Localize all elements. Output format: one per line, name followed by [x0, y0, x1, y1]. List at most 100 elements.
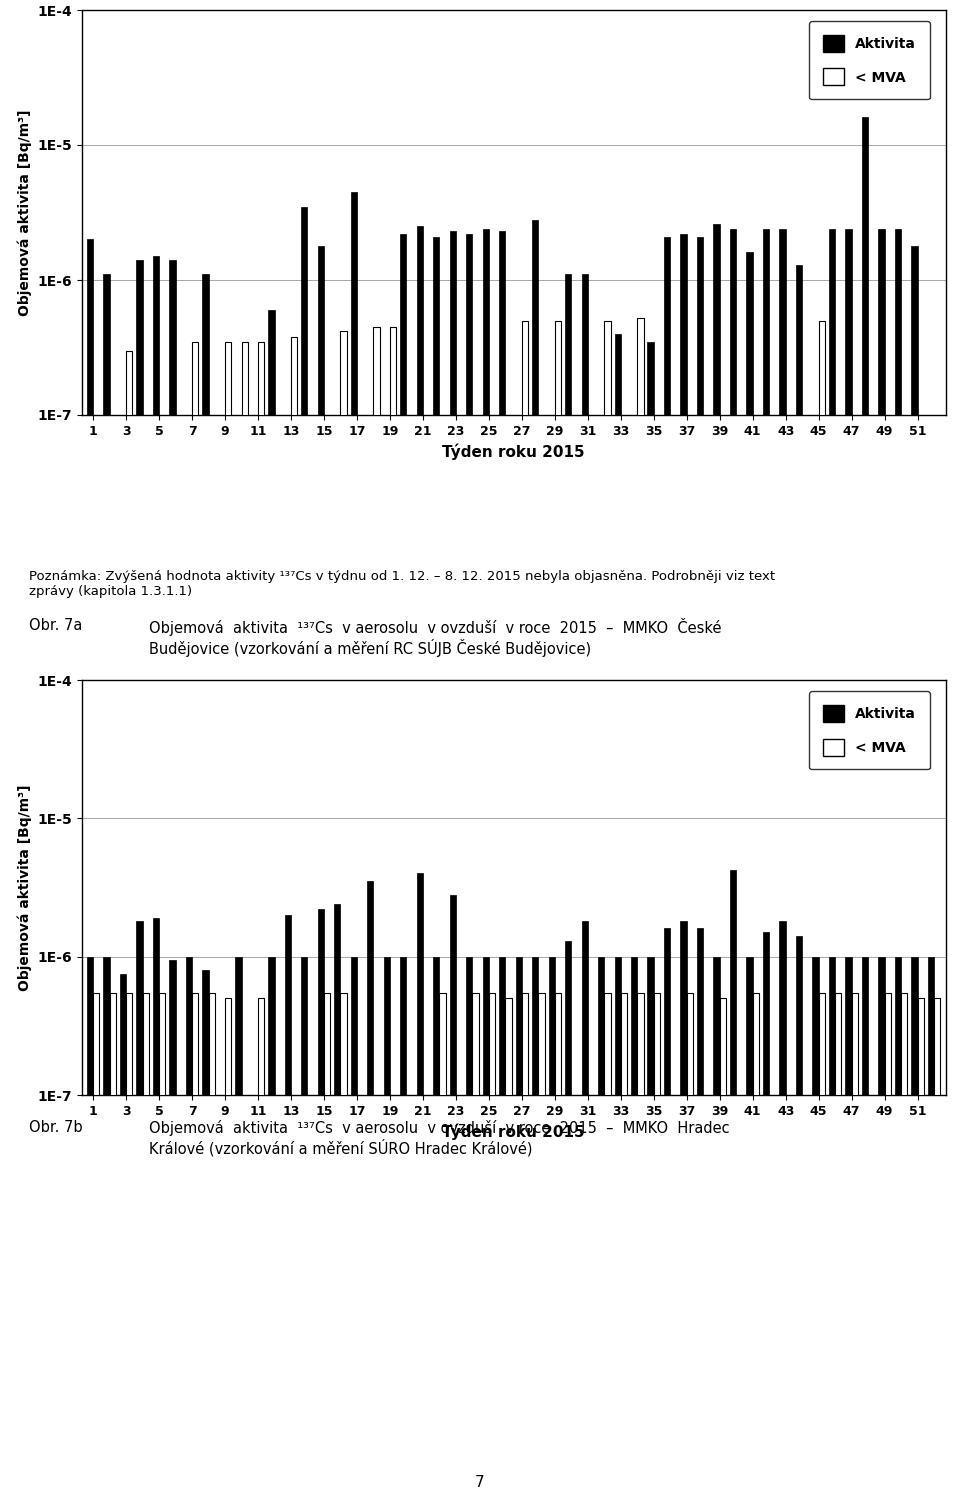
Bar — [604, 993, 611, 1511]
Bar — [532, 219, 539, 1511]
Bar — [268, 956, 275, 1511]
Bar — [582, 922, 588, 1511]
Bar — [483, 956, 489, 1511]
Bar — [647, 341, 654, 1511]
Bar — [565, 275, 571, 1511]
Bar — [440, 993, 445, 1511]
Bar — [796, 937, 803, 1511]
Bar — [664, 928, 670, 1511]
Bar — [819, 993, 825, 1511]
Bar — [730, 870, 736, 1511]
Bar — [828, 956, 835, 1511]
Bar — [780, 228, 785, 1511]
Bar — [713, 956, 720, 1511]
Bar — [681, 234, 686, 1511]
Bar — [730, 228, 736, 1511]
Y-axis label: Objemová aktivita [Bq/m³]: Objemová aktivita [Bq/m³] — [17, 109, 32, 316]
Bar — [235, 956, 242, 1511]
Bar — [109, 993, 116, 1511]
Bar — [225, 999, 231, 1511]
Text: Poznámka: Zvýšená hodnota aktivity ¹³⁷Cs v týdnu od 1. 12. – 8. 12. 2015 nebyla : Poznámka: Zvýšená hodnota aktivity ¹³⁷Cs… — [29, 570, 775, 598]
Bar — [225, 341, 231, 1511]
Bar — [334, 904, 341, 1511]
Bar — [846, 228, 852, 1511]
Bar — [258, 341, 264, 1511]
Bar — [753, 993, 759, 1511]
Bar — [598, 956, 604, 1511]
Y-axis label: Objemová aktivita [Bq/m³]: Objemová aktivita [Bq/m³] — [17, 784, 32, 991]
Bar — [895, 228, 901, 1511]
Bar — [86, 239, 93, 1511]
Legend: Aktivita, < MVA: Aktivita, < MVA — [809, 691, 930, 769]
Bar — [93, 993, 100, 1511]
Bar — [417, 873, 423, 1511]
Bar — [268, 310, 275, 1511]
Bar — [472, 993, 479, 1511]
Bar — [449, 231, 456, 1511]
Bar — [664, 237, 670, 1511]
Bar — [697, 237, 704, 1511]
Bar — [126, 351, 132, 1511]
Bar — [582, 275, 588, 1511]
Bar — [318, 246, 324, 1511]
Bar — [489, 993, 495, 1511]
Bar — [763, 228, 769, 1511]
Bar — [835, 993, 841, 1511]
Bar — [720, 999, 726, 1511]
Bar — [927, 956, 934, 1511]
Bar — [467, 234, 472, 1511]
Bar — [878, 228, 884, 1511]
Bar — [647, 956, 654, 1511]
Bar — [631, 956, 637, 1511]
Bar — [120, 975, 126, 1511]
Bar — [852, 993, 858, 1511]
Bar — [918, 999, 924, 1511]
Bar — [467, 956, 472, 1511]
X-axis label: Týden roku 2015: Týden roku 2015 — [443, 1123, 585, 1139]
Bar — [555, 993, 561, 1511]
Bar — [555, 320, 561, 1511]
Bar — [522, 320, 528, 1511]
Bar — [812, 956, 819, 1511]
Text: Objemová  aktivita  ¹³⁷Cs  v aerosolu  v ovzduší  v roce  2015  –  MMKO  Hradec
: Objemová aktivita ¹³⁷Cs v aerosolu v ovz… — [149, 1120, 730, 1156]
Bar — [433, 956, 440, 1511]
Bar — [192, 993, 199, 1511]
Bar — [208, 993, 215, 1511]
Bar — [159, 993, 165, 1511]
Bar — [763, 932, 769, 1511]
Text: Obr. 7a: Obr. 7a — [29, 618, 83, 633]
Bar — [350, 956, 357, 1511]
Bar — [499, 956, 505, 1511]
Bar — [301, 207, 307, 1511]
Bar — [828, 228, 835, 1511]
Bar — [621, 993, 627, 1511]
Bar — [86, 956, 93, 1511]
Bar — [532, 956, 539, 1511]
Bar — [565, 941, 571, 1511]
X-axis label: Týden roku 2015: Týden roku 2015 — [443, 443, 585, 459]
Bar — [614, 334, 621, 1511]
Bar — [934, 999, 941, 1511]
Bar — [169, 959, 176, 1511]
Bar — [143, 993, 149, 1511]
Bar — [499, 231, 505, 1511]
Bar — [516, 956, 522, 1511]
Bar — [614, 956, 621, 1511]
Bar — [136, 260, 143, 1511]
Bar — [136, 922, 143, 1511]
Bar — [780, 922, 785, 1511]
Bar — [637, 993, 643, 1511]
Bar — [390, 326, 396, 1511]
Bar — [522, 993, 528, 1511]
Bar — [341, 331, 347, 1511]
Bar — [384, 956, 390, 1511]
Bar — [697, 928, 704, 1511]
Bar — [747, 956, 753, 1511]
Bar — [604, 320, 611, 1511]
Bar — [548, 956, 555, 1511]
Bar — [449, 895, 456, 1511]
Bar — [318, 910, 324, 1511]
Bar — [367, 881, 373, 1511]
Text: Obr. 7b: Obr. 7b — [29, 1120, 83, 1135]
Bar — [681, 922, 686, 1511]
